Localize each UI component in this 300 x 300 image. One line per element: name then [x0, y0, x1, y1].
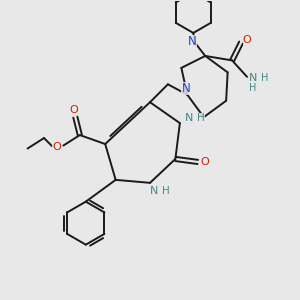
Text: N: N: [150, 186, 159, 196]
Text: H: H: [261, 73, 268, 83]
Text: H: H: [197, 113, 205, 123]
Text: N: N: [249, 73, 257, 83]
Text: H: H: [162, 186, 170, 196]
Text: N: N: [188, 34, 197, 47]
Text: O: O: [243, 34, 251, 44]
Text: O: O: [52, 142, 61, 152]
Text: N: N: [182, 82, 190, 95]
Text: H: H: [249, 83, 257, 93]
Text: N: N: [185, 113, 194, 123]
Text: O: O: [200, 157, 209, 167]
Text: O: O: [70, 105, 78, 115]
